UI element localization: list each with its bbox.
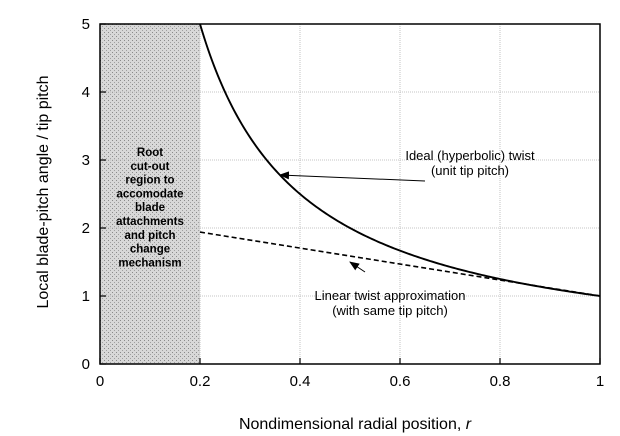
x-tick-label: 0.2: [190, 373, 211, 390]
y-tick-label: 5: [82, 16, 90, 33]
root-cutout-text-line: mechanism: [118, 257, 181, 269]
root-cutout-text-line: and pitch: [124, 230, 175, 242]
y-tick-label: 3: [82, 152, 90, 169]
root-cutout-text-line: accomodate: [116, 188, 183, 200]
linear-twist-line: [199, 231, 601, 297]
x-tick-label: 0.8: [490, 373, 511, 390]
root-cutout-text-line: cut-out: [131, 161, 170, 173]
annotation-text-line: Linear twist approximation: [314, 288, 465, 303]
y-tick-label: 2: [82, 220, 90, 237]
annotation-text-line: (unit tip pitch): [431, 163, 509, 178]
y-tick-label: 0: [82, 356, 90, 373]
root-cutout-text-line: region to: [125, 175, 174, 187]
root-cutout-text-line: change: [130, 244, 170, 256]
y-tick-label: 1: [82, 288, 90, 305]
tick-labels: 0 0.2 0.4 0.6 0.8 1 0 1 2 3 4 5: [82, 16, 605, 390]
series-layer: [199, 23, 601, 297]
annotation-text-line: (with same tip pitch): [332, 303, 448, 318]
root-cutout-text-line: blade: [135, 202, 165, 214]
x-tick-label: 1: [596, 373, 604, 390]
y-axis-label: Local blade-pitch angle / tip pitch: [35, 75, 52, 308]
x-tick-label: 0.4: [290, 373, 311, 390]
annotation-arrow: [279, 171, 426, 182]
x-tick-label: 0.6: [390, 373, 411, 390]
root-cutout-text-line: attachments: [116, 216, 184, 228]
annotations: Ideal (hyperbolic) twist(unit tip pitch)…: [279, 148, 535, 318]
x-tick-label: 0: [96, 373, 104, 390]
root-cutout-shading: [100, 24, 200, 364]
x-axis-label: Nondimensional radial position, r: [239, 416, 472, 433]
annotation-text-line: Ideal (hyperbolic) twist: [405, 148, 535, 163]
plot-border: [99, 23, 601, 365]
annotation-arrow: [349, 261, 366, 273]
root-cutout-text-line: Root: [137, 147, 163, 159]
y-tick-label: 4: [82, 84, 90, 101]
plot-frame: [99, 23, 601, 365]
